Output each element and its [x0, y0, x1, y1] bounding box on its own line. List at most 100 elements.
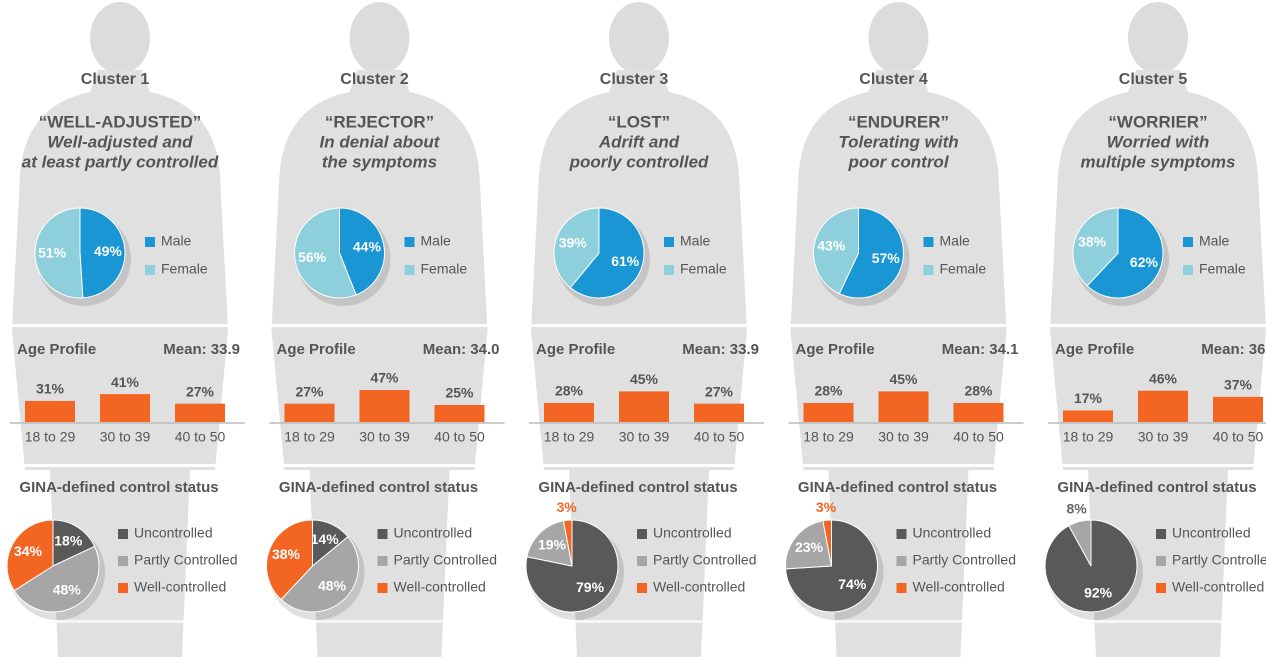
legend-swatch — [637, 556, 647, 566]
chart-title: GINA-defined control status — [279, 479, 478, 496]
cluster-description: poorly controlled — [569, 152, 709, 171]
annotation: Mean: 33.9 — [163, 341, 240, 358]
value-label: 41% — [111, 374, 140, 390]
category-label: 18 to 29 — [1063, 429, 1114, 445]
cluster-name: “ENDURER” — [848, 112, 949, 131]
category-label: 30 to 39 — [100, 429, 151, 445]
bar — [1213, 396, 1263, 422]
chart-title: Age Profile — [277, 341, 356, 358]
value-label: 38% — [272, 546, 301, 562]
pie-slice — [813, 207, 859, 295]
pie-slice — [266, 519, 313, 601]
category-label: 30 to 39 — [1138, 429, 1189, 445]
bar — [953, 402, 1004, 422]
bar — [544, 402, 594, 422]
cluster-title: Cluster 3 — [600, 71, 669, 88]
divider — [0, 464, 1266, 467]
legend-label: Female — [680, 261, 727, 277]
chart-title: Age Profile — [1055, 341, 1134, 358]
cluster-description: Worried with — [1107, 132, 1210, 151]
pie-slice — [280, 535, 359, 613]
divider — [0, 324, 1266, 327]
legend-label: Female — [940, 261, 987, 277]
legend-label: Partly Controlled — [394, 552, 498, 568]
legend-swatch — [404, 237, 415, 247]
legend-label: Partly Controlled — [134, 552, 238, 568]
silhouette-head — [90, 2, 150, 74]
legend-swatch — [923, 237, 934, 247]
value-label: 57% — [872, 250, 901, 266]
legend-swatch — [1156, 529, 1166, 539]
value-label: 43% — [817, 238, 846, 254]
pie-slice — [52, 519, 96, 567]
value-label: 3% — [556, 499, 577, 515]
value-label: 45% — [889, 371, 918, 387]
value-label: 27% — [295, 383, 324, 399]
legend-swatch — [377, 556, 388, 566]
pie-slice — [822, 519, 832, 567]
annotation: Mean: 33.9 — [682, 341, 759, 358]
value-label: 27% — [705, 383, 734, 399]
legend-label: Partly Controlled — [653, 552, 757, 568]
value-label: 48% — [318, 577, 347, 593]
category-label: 18 to 29 — [25, 429, 76, 445]
cluster-name: “LOST” — [608, 112, 670, 131]
legend-swatch — [637, 529, 647, 539]
silhouette-head — [868, 2, 929, 74]
value-label: 14% — [311, 531, 340, 547]
cluster-description: In denial about — [320, 132, 441, 151]
value-label: 61% — [611, 253, 640, 269]
legend-swatch — [1156, 556, 1166, 566]
legend-swatch — [1156, 583, 1166, 593]
divider — [0, 620, 1266, 623]
category-label: 30 to 39 — [878, 429, 929, 445]
value-label: 47% — [370, 370, 399, 386]
silhouette-head — [1128, 2, 1188, 74]
chart-title: GINA-defined control status — [19, 479, 218, 496]
legend-label: Well-controlled — [913, 579, 1005, 595]
annotation: Mean: 34.0 — [423, 341, 500, 358]
legend-label: Female — [1199, 261, 1246, 277]
legend-swatch — [1183, 237, 1193, 247]
pie-slice — [562, 519, 573, 567]
pie-slice — [838, 207, 904, 299]
bar — [175, 403, 225, 422]
bar — [100, 394, 150, 422]
cluster-title: Cluster 4 — [859, 71, 928, 88]
legend-label: Female — [421, 261, 468, 277]
value-label: 37% — [1224, 377, 1253, 393]
cluster-title: Cluster 5 — [1119, 71, 1188, 88]
legend-swatch — [664, 237, 674, 247]
category-label: 30 to 39 — [359, 429, 410, 445]
value-label: 48% — [53, 582, 82, 598]
legend-swatch — [404, 265, 415, 275]
value-label: 3% — [816, 499, 837, 515]
bar — [1063, 410, 1113, 422]
legend-swatch — [896, 529, 907, 539]
legend-label: Uncontrolled — [653, 525, 732, 541]
value-label: 39% — [559, 234, 588, 250]
value-label: 49% — [94, 243, 123, 259]
chart-title: Age Profile — [536, 341, 615, 358]
chart-title: Age Profile — [796, 341, 875, 358]
silhouette-head — [349, 2, 410, 74]
cluster-description: at least partly controlled — [22, 152, 219, 171]
value-label: 18% — [54, 533, 83, 549]
legend-swatch — [923, 265, 934, 275]
legend-swatch — [896, 556, 907, 566]
value-label: 56% — [298, 249, 327, 265]
cluster-description: Adrift and — [598, 132, 680, 151]
legend-swatch — [1183, 265, 1193, 275]
value-label: 25% — [445, 385, 474, 401]
legend-swatch — [896, 583, 907, 593]
category-label: 40 to 50 — [694, 429, 745, 445]
bar — [25, 400, 75, 422]
bar — [1138, 390, 1188, 422]
cluster-name: “WORRIER” — [1108, 112, 1207, 131]
pie-slice — [526, 520, 573, 567]
chart-title: GINA-defined control status — [538, 479, 737, 496]
pie-slice — [13, 545, 100, 613]
legend-swatch — [118, 556, 128, 566]
value-label: 19% — [538, 536, 567, 552]
legend-swatch — [664, 265, 674, 275]
